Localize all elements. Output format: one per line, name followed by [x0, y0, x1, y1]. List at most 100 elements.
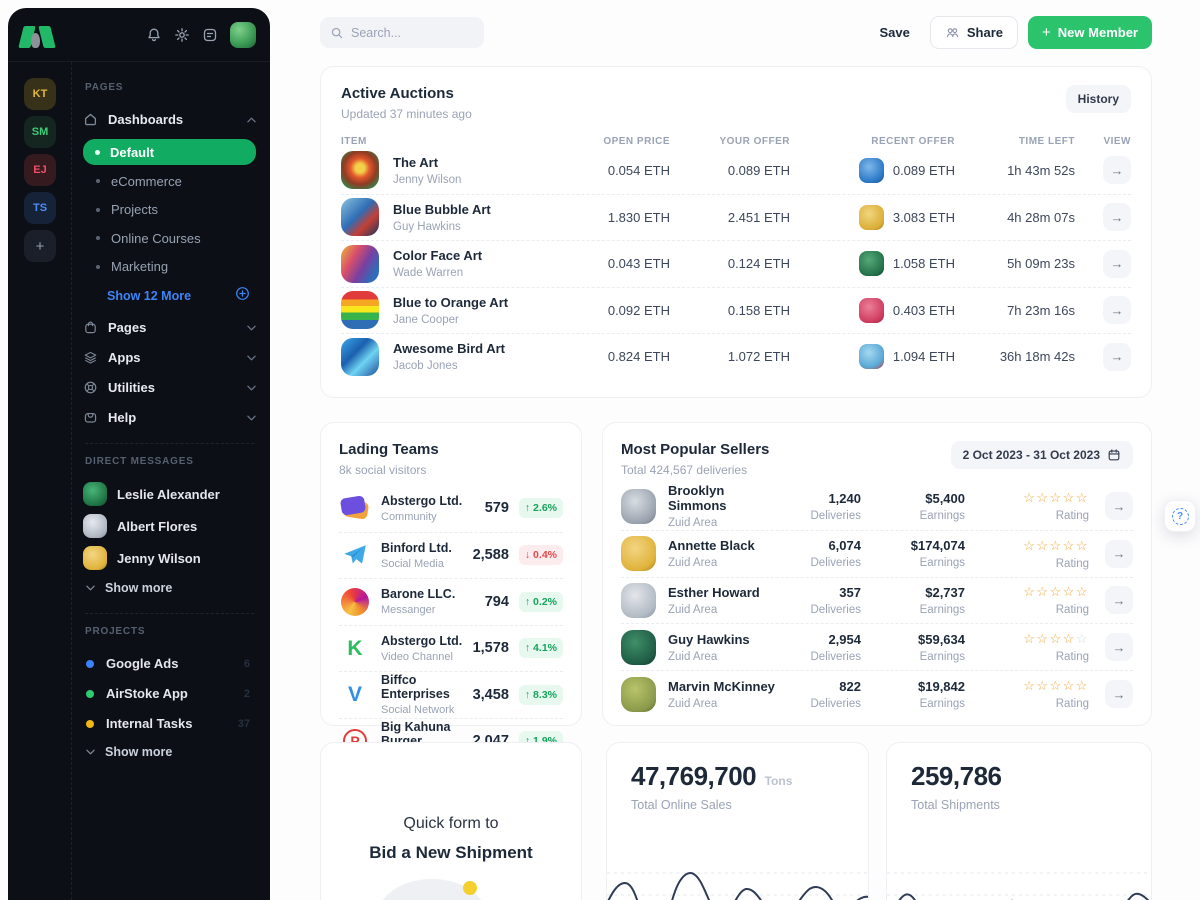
- layers-icon: [84, 351, 97, 364]
- home-icon: [84, 113, 97, 125]
- question-seal-icon: ?: [1171, 507, 1189, 525]
- quick-form-line2: Bid a New Shipment: [369, 843, 533, 862]
- view-auction-button[interactable]: →: [1103, 156, 1131, 185]
- team-row: Barone LLC. Messanger 794 ↑ 0.2%: [339, 578, 563, 625]
- save-button[interactable]: Save: [870, 19, 920, 46]
- add-workspace-button[interactable]: +: [24, 230, 56, 262]
- sidebar-item-utilities[interactable]: Utilities: [83, 373, 256, 401]
- sidebar-item-apps[interactable]: Apps: [83, 343, 256, 371]
- team-row: Binford Ltd. Social Media 2,588 ↓ 0.4%: [339, 531, 563, 579]
- messenger-app-icon: [339, 586, 371, 618]
- dm-leslie-alexander[interactable]: Leslie Alexander: [83, 479, 256, 509]
- date-range-button[interactable]: 2 Oct 2023 - 31 Oct 2023: [950, 441, 1133, 469]
- change-badge: ↑ 2.6%: [518, 498, 563, 519]
- workspace-kt[interactable]: KT: [24, 78, 56, 110]
- dm-show-more[interactable]: Show more: [83, 575, 256, 601]
- project-internal-tasks[interactable]: Internal Tasks 37: [83, 709, 256, 738]
- view-auction-button[interactable]: →: [1103, 249, 1131, 278]
- sidebar-header: [8, 8, 270, 62]
- notifications-bell-icon[interactable]: [140, 21, 168, 49]
- workspace-sm[interactable]: SM: [24, 116, 56, 148]
- shipments-card: 259,786 Total Shipments: [886, 742, 1152, 900]
- view-seller-button[interactable]: →: [1105, 586, 1133, 615]
- pages-section-label: PAGES: [85, 82, 124, 93]
- sidebar-item-default-active[interactable]: Default: [83, 139, 256, 165]
- settings-gear-icon[interactable]: [168, 21, 196, 49]
- video-channel-icon: K: [347, 636, 363, 660]
- rating-stars: ☆☆☆☆☆: [1023, 537, 1089, 553]
- projects-show-more[interactable]: Show more: [83, 739, 256, 765]
- view-seller-button[interactable]: →: [1105, 633, 1133, 662]
- workspace-ej[interactable]: EJ: [24, 154, 56, 186]
- bidder-avatar: [858, 344, 884, 370]
- view-auction-button[interactable]: →: [1103, 296, 1131, 325]
- workspace-ts[interactable]: TS: [24, 192, 56, 224]
- shipments-value: 259,786: [911, 761, 1002, 791]
- teams-title: Lading Teams: [339, 441, 439, 458]
- seller-row: Marvin McKinney Zuid Area 822 Deliveries $…: [621, 670, 1133, 717]
- chevron-down-icon: [247, 348, 256, 366]
- history-button[interactable]: History: [1065, 85, 1131, 113]
- team-row: K Abstergo Ltd. Video Channel 1,578 ↑ 4.1…: [339, 624, 563, 672]
- auctions-updated: Updated 37 minutes ago: [341, 107, 472, 121]
- bidder-avatar: [858, 297, 884, 323]
- auctions-title: Active Auctions: [341, 85, 454, 102]
- people-icon: [946, 28, 959, 38]
- share-button[interactable]: Share: [929, 16, 1019, 49]
- seller-avatar: [621, 536, 656, 572]
- online-sales-unit: Tons: [764, 774, 793, 788]
- briefcase-icon: [84, 412, 97, 423]
- sidebar-item-pages[interactable]: Pages: [83, 313, 256, 341]
- avatar: [83, 482, 107, 506]
- dm-albert-flores[interactable]: Albert Flores: [83, 511, 256, 541]
- artwork-thumbnail: [341, 151, 379, 190]
- change-badge: ↑ 0.2%: [518, 591, 563, 612]
- auction-row: Blue Bubble Art Guy Hawkins 1.830 ETH 2.4…: [341, 193, 1131, 241]
- search-box[interactable]: [320, 17, 484, 48]
- workspace-rail: KT SM EJ TS +: [8, 62, 72, 900]
- auction-row: The Art Jenny Wilson 0.054 ETH 0.089 ETH …: [341, 147, 1131, 194]
- notes-icon[interactable]: [196, 21, 224, 49]
- user-avatar[interactable]: [230, 21, 256, 48]
- project-google-ads[interactable]: Google Ads 6: [83, 649, 256, 678]
- quick-form-card[interactable]: Quick form to Bid a New Shipment: [320, 742, 582, 900]
- active-auctions-card: Active Auctions Updated 37 minutes ago H…: [320, 66, 1152, 398]
- change-badge: ↑ 4.1%: [518, 638, 563, 659]
- divider: [85, 443, 254, 444]
- auction-row: Blue to Orange Art Jane Cooper 0.092 ETH …: [341, 286, 1131, 334]
- sidebar-item-ecommerce[interactable]: eCommerce: [83, 167, 256, 196]
- artwork-thumbnail: [341, 198, 379, 237]
- sidebar-item-dashboards[interactable]: Dashboards: [83, 105, 256, 133]
- project-color-dot: [86, 719, 94, 728]
- search-input[interactable]: [351, 25, 471, 40]
- teams-subtitle: 8k social visitors: [339, 463, 427, 477]
- topbar: Save Share + New Member: [320, 16, 1152, 49]
- view-seller-button[interactable]: →: [1105, 492, 1133, 521]
- avatar: [83, 514, 107, 538]
- artwork-thumbnail: [341, 291, 379, 330]
- chevron-down-icon: [247, 318, 256, 336]
- chevron-down-icon: [86, 749, 95, 755]
- dm-jenny-wilson[interactable]: Jenny Wilson: [83, 543, 256, 573]
- auctions-table-header: ITEM OPEN PRICE YOUR OFFER RECENT OFFER …: [341, 136, 1131, 147]
- lading-teams-card: Lading Teams 8k social visitors Abstergo…: [320, 422, 582, 763]
- view-seller-button[interactable]: →: [1105, 539, 1133, 568]
- project-color-dot: [86, 659, 94, 668]
- plus-circle-icon[interactable]: [235, 286, 250, 306]
- view-auction-button[interactable]: →: [1103, 203, 1131, 232]
- view-seller-button[interactable]: →: [1105, 680, 1133, 709]
- project-airstoke-app[interactable]: AirStoke App 2: [83, 679, 256, 708]
- bidder-avatar: [858, 204, 884, 230]
- sidebar-item-marketing[interactable]: Marketing: [83, 253, 256, 282]
- show-12-more-link[interactable]: Show 12 More: [83, 281, 256, 311]
- new-member-button[interactable]: + New Member: [1028, 16, 1152, 49]
- view-auction-button[interactable]: →: [1103, 342, 1131, 371]
- popular-sellers-card: Most Popular Sellers Total 424,567 deliv…: [602, 422, 1152, 726]
- help-floating-button[interactable]: ?: [1164, 500, 1196, 532]
- sidebar: KT SM EJ TS + PAGES Dashboards Default: [8, 8, 270, 900]
- sidebar-item-projects[interactable]: Projects: [83, 196, 256, 225]
- sidebar-item-help[interactable]: Help: [83, 403, 256, 431]
- sidebar-item-online-courses[interactable]: Online Courses: [83, 224, 256, 253]
- shipments-sparkline: [887, 872, 1151, 900]
